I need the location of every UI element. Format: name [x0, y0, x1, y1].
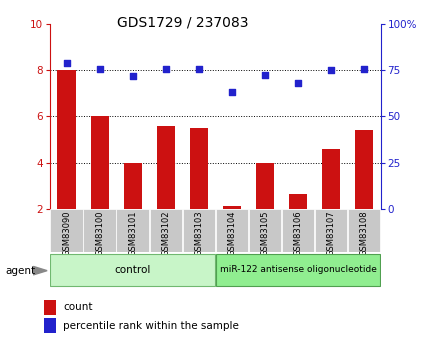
Bar: [215, 209, 247, 252]
Point: [195, 66, 202, 72]
Text: GSM83090: GSM83090: [62, 210, 71, 256]
Text: GSM83102: GSM83102: [161, 210, 170, 256]
Point: [327, 68, 334, 73]
Bar: [90, 117, 108, 209]
Text: percentile rank within the sample: percentile rank within the sample: [63, 321, 239, 331]
Point: [228, 89, 235, 95]
Point: [162, 66, 169, 72]
Bar: [43, 318, 56, 333]
Text: GSM83108: GSM83108: [359, 210, 368, 256]
Point: [96, 66, 103, 72]
Text: GSM83103: GSM83103: [194, 210, 203, 256]
Text: GSM83106: GSM83106: [293, 210, 302, 256]
Bar: [83, 209, 115, 252]
Bar: [182, 209, 214, 252]
Bar: [43, 300, 56, 315]
Text: count: count: [63, 302, 93, 312]
Bar: [215, 254, 379, 286]
Bar: [255, 162, 273, 209]
Text: GSM83105: GSM83105: [260, 210, 269, 256]
Text: agent: agent: [6, 266, 36, 276]
Bar: [281, 209, 313, 252]
Text: GDS1729 / 237083: GDS1729 / 237083: [117, 16, 248, 30]
Point: [129, 73, 136, 79]
Bar: [354, 130, 372, 209]
Bar: [50, 209, 82, 252]
Bar: [222, 206, 240, 209]
Text: GSM83107: GSM83107: [326, 210, 335, 256]
Point: [261, 72, 268, 78]
Text: GSM83101: GSM83101: [128, 210, 137, 256]
Bar: [314, 209, 346, 252]
Point: [294, 80, 301, 86]
Bar: [123, 162, 141, 209]
Text: GSM83104: GSM83104: [227, 210, 236, 256]
Bar: [57, 70, 76, 209]
Bar: [248, 209, 280, 252]
Point: [63, 61, 70, 66]
Bar: [288, 194, 306, 209]
Bar: [50, 254, 214, 286]
Bar: [156, 126, 174, 209]
Bar: [189, 128, 207, 209]
Bar: [321, 149, 339, 209]
Text: miR-122 antisense oligonucleotide: miR-122 antisense oligonucleotide: [219, 265, 375, 275]
Polygon shape: [33, 266, 47, 275]
Bar: [116, 209, 148, 252]
Bar: [347, 209, 379, 252]
Text: control: control: [114, 265, 151, 275]
Point: [360, 66, 367, 72]
Bar: [149, 209, 181, 252]
Text: GSM83100: GSM83100: [95, 210, 104, 256]
